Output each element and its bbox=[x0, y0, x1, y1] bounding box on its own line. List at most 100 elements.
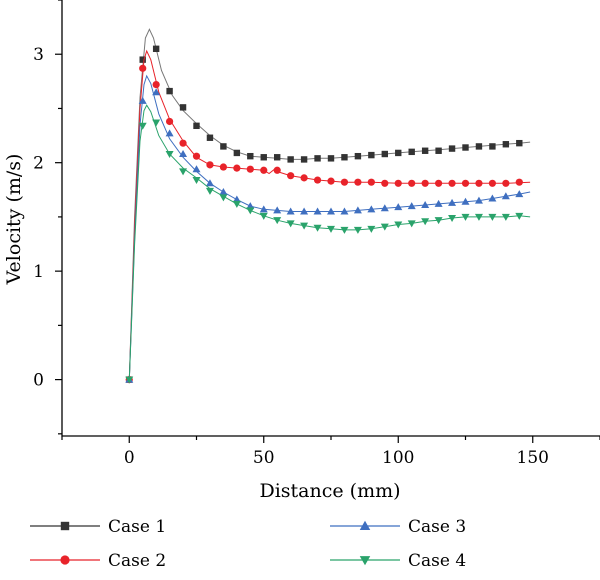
data-point bbox=[246, 207, 255, 215]
data-point bbox=[461, 179, 470, 187]
data-point bbox=[179, 150, 188, 158]
series-line bbox=[128, 28, 531, 380]
y-axis: 0 1 2 3 bbox=[33, 0, 62, 435]
data-point bbox=[515, 190, 524, 198]
data-point bbox=[434, 199, 443, 207]
data-point bbox=[435, 179, 443, 187]
data-point bbox=[474, 213, 483, 221]
data-point bbox=[515, 178, 523, 186]
data-point bbox=[219, 187, 228, 195]
data-point bbox=[489, 143, 496, 150]
data-point bbox=[192, 152, 201, 160]
data-point bbox=[359, 556, 371, 566]
data-point bbox=[515, 212, 524, 220]
data-point bbox=[259, 205, 268, 213]
data-point bbox=[139, 64, 147, 72]
y-tick-label: 1 bbox=[33, 262, 44, 282]
data-point bbox=[380, 204, 389, 212]
data-point bbox=[260, 154, 267, 161]
data-point bbox=[327, 207, 335, 215]
data-point bbox=[152, 80, 160, 89]
data-point bbox=[461, 213, 470, 221]
data-point bbox=[166, 117, 174, 126]
data-point bbox=[300, 222, 309, 230]
data-point bbox=[408, 179, 416, 187]
data-point bbox=[152, 45, 160, 53]
data-point bbox=[152, 88, 161, 96]
x-tick-label: 50 bbox=[253, 448, 275, 468]
data-point bbox=[179, 139, 187, 147]
data-point bbox=[421, 218, 430, 226]
data-point bbox=[259, 212, 268, 220]
data-point bbox=[247, 152, 254, 160]
data-point bbox=[381, 179, 389, 187]
data-point bbox=[313, 176, 322, 184]
x-axis-title: Distance (mm) bbox=[259, 480, 400, 502]
data-point bbox=[502, 141, 510, 148]
series-line bbox=[128, 104, 531, 380]
data-point bbox=[139, 56, 146, 63]
data-point bbox=[233, 164, 241, 172]
data-point bbox=[421, 200, 430, 208]
series-line bbox=[128, 49, 531, 380]
data-point bbox=[219, 163, 227, 171]
data-point bbox=[354, 178, 362, 186]
data-point bbox=[340, 207, 349, 215]
data-point bbox=[300, 207, 309, 215]
x-tick-label: 0 bbox=[124, 448, 135, 468]
data-point bbox=[260, 166, 268, 174]
data-point bbox=[340, 226, 349, 234]
data-point bbox=[287, 156, 294, 163]
data-point bbox=[488, 213, 497, 221]
data-point bbox=[165, 129, 174, 137]
data-point bbox=[488, 194, 497, 202]
data-point bbox=[367, 205, 376, 213]
y-tick-label: 2 bbox=[33, 154, 44, 174]
data-point bbox=[408, 148, 415, 156]
data-point bbox=[340, 178, 349, 186]
data-point bbox=[60, 521, 70, 531]
data-point bbox=[314, 155, 321, 162]
data-point bbox=[219, 194, 228, 202]
data-point bbox=[286, 220, 295, 228]
data-point bbox=[327, 155, 335, 162]
data-point bbox=[327, 177, 335, 185]
data-point bbox=[232, 200, 241, 208]
data-point bbox=[488, 179, 496, 187]
data-point bbox=[206, 134, 214, 141]
series-3 bbox=[125, 74, 531, 383]
legend-label: Case 2 bbox=[108, 551, 166, 571]
legend-item-3: Case 3 bbox=[330, 517, 466, 537]
data-point bbox=[193, 122, 200, 130]
data-point bbox=[395, 149, 402, 157]
y-axis-title: Velocity (m/s) bbox=[3, 154, 25, 286]
legend-label: Case 3 bbox=[408, 517, 466, 537]
data-point bbox=[502, 179, 510, 187]
x-axis: 0 50 100 150 bbox=[61, 436, 600, 468]
data-point bbox=[421, 147, 429, 154]
data-point bbox=[205, 179, 214, 187]
data-point bbox=[448, 179, 456, 187]
data-point bbox=[475, 143, 483, 150]
series-1 bbox=[126, 28, 531, 383]
legend-item-2: Case 2 bbox=[30, 551, 166, 571]
data-point bbox=[448, 198, 457, 206]
data-point bbox=[359, 520, 371, 530]
data-point bbox=[435, 147, 442, 154]
data-point bbox=[273, 217, 282, 225]
y-tick-label: 3 bbox=[33, 45, 44, 65]
data-point bbox=[368, 151, 375, 159]
data-point bbox=[152, 119, 161, 127]
data-point bbox=[327, 225, 335, 233]
data-point bbox=[179, 168, 188, 176]
data-point bbox=[165, 151, 174, 159]
data-point bbox=[394, 203, 403, 211]
data-point bbox=[380, 223, 389, 231]
data-point bbox=[138, 96, 147, 104]
data-point bbox=[287, 172, 295, 180]
data-point bbox=[448, 215, 457, 222]
data-point bbox=[381, 150, 388, 158]
legend: Case 1 Case 2 Case 3 Case 4 bbox=[30, 517, 466, 571]
data-point bbox=[166, 87, 173, 95]
